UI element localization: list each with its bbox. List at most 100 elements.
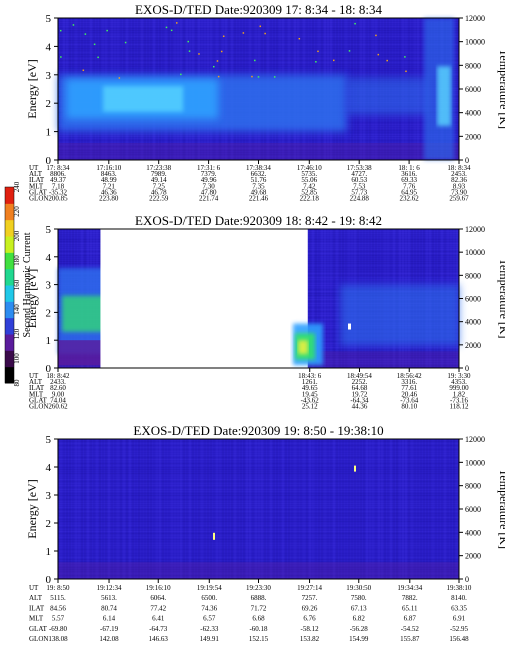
orbit-value: 8.93: [453, 182, 466, 190]
orbit-value: 7.30: [202, 182, 215, 190]
orbit-value: 17:46:10: [297, 164, 322, 172]
colorbar-swatch: [5, 236, 14, 253]
orbit-value: 60.53: [351, 176, 367, 184]
orbit-value: 6.41: [152, 615, 165, 623]
energy-tick-label: 4: [46, 41, 52, 53]
noise-dot: [124, 41, 127, 44]
orbit-value: 77.42: [150, 604, 166, 612]
temperature-tick-label: 2000: [465, 552, 481, 561]
orbit-value: 18: 8:34: [447, 164, 471, 172]
noise-dot: [404, 56, 406, 58]
orbit-value: 17:16:10: [96, 164, 121, 172]
orbit-value: 8140.: [451, 594, 467, 602]
colorbar-swatch: [5, 187, 14, 204]
temperature-tick-label: 10000: [465, 248, 485, 257]
colorbar-tick-label: 220: [13, 206, 21, 217]
temperature-tick-label: 6000: [465, 85, 481, 94]
noise-dot: [170, 29, 173, 32]
panel-3-low-energy-tint: [58, 562, 459, 579]
orbit-value: 49.65: [302, 384, 318, 392]
noise-dot: [217, 75, 220, 78]
noise-dot: [254, 59, 256, 62]
noise-dot: [222, 35, 225, 38]
burst-core: [437, 66, 451, 126]
colorbar-tick-label: 160: [13, 279, 21, 290]
orbit-value: 142.08: [99, 635, 119, 643]
orbit-value: 19: 8:50: [46, 584, 70, 592]
noise-dot: [377, 53, 380, 56]
orbit-value: 223.80: [99, 195, 119, 203]
orbit-value: 82.36: [451, 176, 467, 184]
orbit-value: 57.73: [351, 188, 367, 196]
orbit-value: 4727.: [351, 170, 367, 178]
orbit-value: 6.57: [203, 615, 216, 623]
orbit-value: 63.35: [451, 604, 467, 612]
orbit-value: 17: 8:34: [46, 164, 70, 172]
orbit-value: 138.08: [48, 635, 68, 643]
orbit-value: -67.19: [100, 625, 119, 633]
temperature-tick-label: 10000: [465, 38, 485, 47]
orbit-value: 46.36: [101, 188, 117, 196]
orbit-value: 7989.: [151, 170, 167, 178]
noise-dot: [84, 33, 87, 35]
orbit-value: 6064.: [150, 594, 166, 602]
orbit-row-label: UT: [29, 584, 39, 592]
orbit-value: 6888.: [251, 594, 267, 602]
panel-3-ylabel-right: Temperature [K]: [497, 469, 505, 549]
noise-dot: [165, 26, 168, 29]
orbit-row-label: GLAT: [29, 625, 48, 633]
orbit-value: 7.42: [303, 182, 316, 190]
colorbar-swatch: [5, 317, 14, 335]
spike-2: [354, 465, 356, 472]
orbit-value: 77.61: [401, 384, 417, 392]
orbit-value: 49.68: [251, 188, 267, 196]
orbit-row-label: GLON: [29, 635, 48, 643]
energy-tick-label: 4: [46, 462, 52, 474]
orbit-value: 146.63: [149, 635, 169, 643]
panel-2-ylabel: Energy [eV]: [25, 269, 39, 328]
noise-dot: [264, 32, 266, 35]
colorbar-swatch: [5, 219, 14, 237]
noise-dot: [216, 60, 219, 62]
orbit-value: 19.45: [302, 390, 318, 398]
panel-1-ylabel-right: Temperature [K]: [497, 49, 505, 129]
orbit-value: 5735.: [301, 170, 317, 178]
temperature-tick-label: 12000: [465, 435, 485, 444]
orbit-value: 18:56:42: [397, 372, 422, 380]
orbit-value: 6632.: [251, 170, 267, 178]
noise-dot: [317, 50, 319, 53]
panel-2-ylabel-right: Temperature [K]: [497, 258, 505, 338]
panel-3-title: EXOS-D/TED Date:920309 19: 8:50 - 19:38:…: [133, 423, 383, 438]
energy-tick-label: 2: [46, 307, 52, 319]
noise-dot: [220, 50, 223, 53]
orbit-value: 19:30:50: [346, 584, 371, 592]
temperature-tick-label: 0: [465, 156, 469, 165]
orbit-value: 5613.: [101, 594, 117, 602]
orbit-value: 49.96: [201, 176, 217, 184]
orbit-value: 999.00: [449, 384, 469, 392]
orbit-value: 19:23:30: [246, 584, 271, 592]
colorbar-swatch: [5, 350, 14, 368]
energy-tick-label: 3: [46, 70, 52, 82]
orbit-value: -60.18: [249, 625, 268, 633]
panel-2-features: [58, 228, 460, 369]
panel-3-features: [213, 465, 356, 540]
noise-dot: [259, 25, 262, 28]
orbit-value: 2453.: [451, 170, 467, 178]
orbit-value: 8463.: [101, 170, 117, 178]
noise-dot: [72, 24, 75, 26]
orbit-value: -35.32: [49, 188, 68, 196]
colorbar-tick-label: 100: [13, 353, 21, 364]
panel-3-background: [58, 439, 459, 579]
orbit-value: 64.68: [352, 384, 368, 392]
orbit-row-label: ILAT: [29, 384, 45, 392]
energy-tick-label: 1: [46, 546, 52, 558]
orbit-value: 149.91: [200, 635, 220, 643]
orbit-value: 8806.: [50, 170, 66, 178]
orbit-value: 7.35: [252, 182, 265, 190]
orbit-value: 3616.: [401, 170, 417, 178]
colorbar: [4, 186, 15, 384]
orbit-row-label: MLT: [29, 390, 44, 398]
orbit-value: 69.26: [302, 604, 318, 612]
